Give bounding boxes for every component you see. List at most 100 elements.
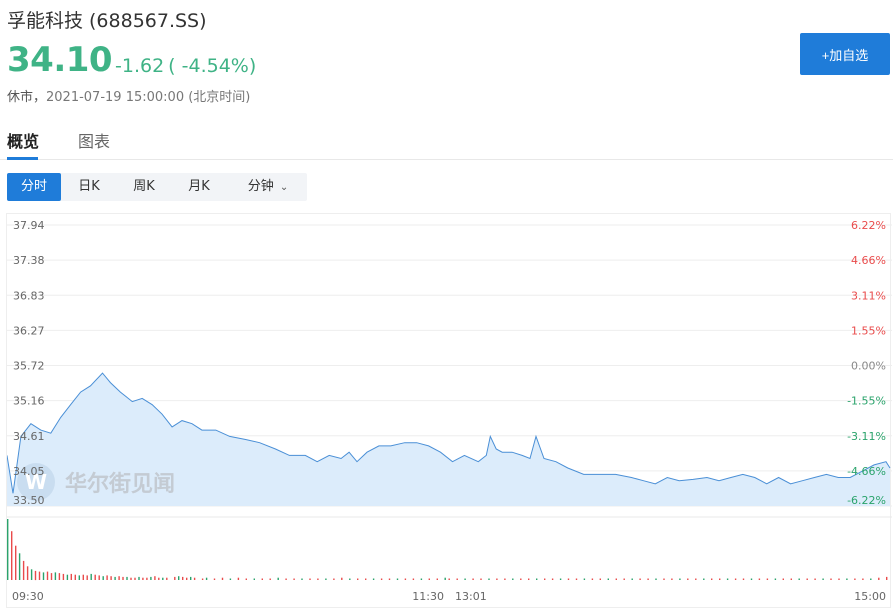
- period-minute-label: 分钟: [247, 179, 274, 194]
- volume-bar: [166, 577, 168, 580]
- volume-bar: [575, 578, 578, 580]
- volume-bar: [663, 578, 665, 580]
- volume-bar: [631, 578, 633, 580]
- volume-bar: [317, 578, 319, 580]
- volume-bar: [480, 578, 482, 580]
- watermark-logo-icon: [17, 463, 55, 501]
- price-line: [6, 372, 891, 494]
- period-selector: 分时 日K 周K 月K 分钟 ⌄: [7, 173, 307, 201]
- volume-bar: [528, 578, 530, 580]
- volume-bar: [325, 578, 327, 580]
- volume-bar: [94, 574, 96, 580]
- volume-bar: [830, 578, 832, 580]
- volume-bar: [814, 578, 816, 580]
- volume-bar: [122, 576, 124, 580]
- y-tick-left: 35.16: [13, 395, 45, 408]
- volume-bar: [269, 578, 271, 580]
- volume-bar: [404, 578, 407, 580]
- volume-bar: [464, 578, 466, 580]
- period-monthly[interactable]: 月K: [188, 179, 210, 194]
- volume-bar: [70, 573, 72, 580]
- y-tick-left: 33.50: [13, 494, 45, 507]
- volume-bar: [102, 576, 104, 580]
- volume-bar: [520, 578, 522, 580]
- y-axis-left-labels: 37.94 37.38 36.83 36.27 35.72 35.16 34.61 34.05…: [13, 219, 45, 507]
- volume-bar: [333, 578, 335, 580]
- volume-bar: [154, 576, 156, 580]
- volume-bar: [719, 578, 721, 580]
- volume-bar: [456, 578, 458, 580]
- volume-bar: [285, 578, 287, 580]
- volume-bar: [388, 578, 391, 580]
- volume-bar: [82, 574, 84, 580]
- tab-chart[interactable]: 图表: [78, 132, 111, 151]
- volume-bar: [142, 577, 144, 580]
- volume-bar: [62, 573, 65, 580]
- volume-bar: [396, 578, 399, 580]
- volume-bar: [126, 576, 128, 580]
- period-daily[interactable]: 日K: [78, 179, 100, 194]
- volume-bar: [229, 578, 232, 580]
- main-tabs: 概览 图表: [0, 120, 893, 160]
- volume-bar: [599, 578, 601, 580]
- volume-bar: [372, 578, 375, 580]
- status-datetime: 2021-07-19 15:00:00 (北京时间): [46, 90, 251, 105]
- volume-bar: [205, 577, 208, 580]
- volume-bar: [742, 578, 745, 580]
- current-price: 34.10: [7, 40, 113, 80]
- y-tick-right: 3.11%: [851, 289, 886, 302]
- volume-bar: [639, 578, 641, 580]
- volume-bar: [146, 577, 148, 580]
- period-minute-dropdown[interactable]: 分钟 ⌄: [233, 173, 303, 201]
- volume-bar: [544, 578, 546, 580]
- volume-bar: [18, 553, 21, 580]
- tab-overview[interactable]: 概览: [7, 132, 40, 151]
- volume-bar: [110, 576, 112, 580]
- volume-bar: [341, 577, 343, 580]
- volume-bar: [623, 578, 625, 580]
- y-tick-right: 0.00%: [851, 360, 886, 373]
- y-tick-left: 36.83: [13, 289, 45, 302]
- volume-bar: [806, 578, 808, 580]
- volume-bar: [551, 578, 554, 580]
- volume-bar: [854, 578, 856, 580]
- volume-bar: [536, 578, 538, 580]
- period-weekly[interactable]: 周K: [133, 179, 155, 194]
- volume-bar: [237, 577, 240, 580]
- volume-bar: [34, 570, 37, 581]
- volume-bar: [277, 577, 279, 580]
- volume-bar: [54, 572, 57, 580]
- volume-bar: [118, 576, 120, 580]
- volume-bar: [15, 545, 17, 580]
- volume-bar: [886, 576, 888, 580]
- volume-bar: [90, 573, 92, 580]
- volume-bar: [687, 578, 689, 580]
- x-tick-label: 13:01: [455, 590, 487, 603]
- add-watchlist-button[interactable]: +加自选: [800, 33, 890, 75]
- volume-bar: [607, 578, 609, 580]
- volume-bar: [178, 576, 180, 580]
- watermark: W 华尔街见闻: [17, 463, 175, 501]
- volume-bar: [878, 577, 880, 580]
- volume-bar: [711, 578, 713, 580]
- period-intraday[interactable]: 分时: [7, 173, 61, 201]
- volume-bar: [114, 576, 116, 580]
- volume-bar: [201, 578, 204, 580]
- price-change: -1.62( -4.54%): [115, 55, 256, 77]
- volume-bar: [150, 576, 152, 580]
- volume-bar: [158, 577, 160, 580]
- volume-bar: [253, 578, 255, 580]
- intraday-chart[interactable]: W 华尔街见闻 37.94 37.38 36.83 36.27 35.72 35.16 34…: [6, 213, 892, 608]
- volume-bar: [74, 574, 76, 580]
- watermark-text: 华尔街见闻: [65, 471, 175, 497]
- stock-name: 孚能科技: [7, 10, 84, 32]
- volume-bar: [193, 577, 196, 580]
- volume-bar: [695, 578, 697, 580]
- volume-bar: [190, 576, 192, 580]
- volume-bar: [559, 578, 562, 580]
- volume-bar: [221, 577, 224, 580]
- active-tab-indicator: [7, 157, 38, 160]
- volume-bar: [512, 578, 514, 580]
- y-tick-right: 4.66%: [851, 254, 886, 267]
- volume-bar: [591, 578, 594, 580]
